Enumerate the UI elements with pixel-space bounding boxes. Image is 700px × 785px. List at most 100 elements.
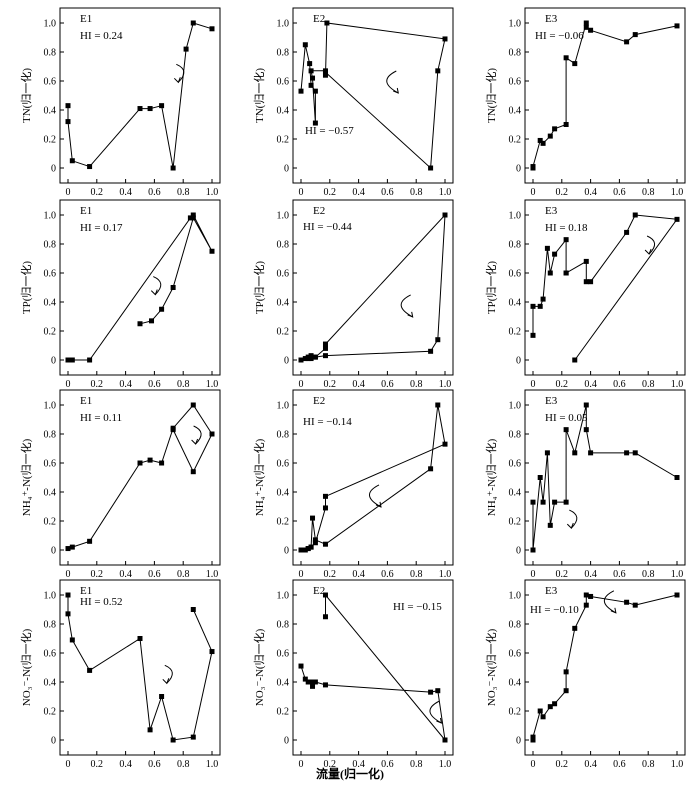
plot-frame: [524, 7, 686, 184]
data-point: [308, 353, 314, 359]
data-point: [428, 165, 434, 171]
data-point: [563, 669, 569, 675]
loop-direction-arrowhead: [375, 501, 382, 508]
x-tick-label: 0.4: [584, 759, 597, 770]
panel-2-1: 0 0.2 0.4 0.6 0.8 1.0 0 0.2 0.4 0.6 0.8 1.0 TP(归一化) E…: [19, 199, 221, 390]
data-point: [563, 55, 569, 61]
y-tick-label: 0.6: [277, 77, 290, 88]
y-axis-label: TP(归一化): [484, 261, 498, 314]
x-tick-label: 0.6: [148, 569, 161, 580]
y-tick-label: 0.8: [44, 240, 57, 251]
x-tick-label: 0: [299, 759, 304, 770]
y-tick-label: 0.6: [44, 77, 57, 88]
figure-x-axis-label: 流量(归一化): [316, 766, 384, 781]
x-tick-label: 0: [531, 569, 536, 580]
data-point: [87, 667, 93, 673]
y-tick-label: 0.4: [277, 298, 290, 309]
series-line: [67, 595, 213, 741]
data-point: [308, 68, 314, 74]
x-tick-label: 0.4: [584, 187, 597, 198]
data-point: [544, 245, 550, 251]
data-point: [442, 212, 448, 218]
data-point: [583, 602, 589, 608]
plot-frame: [292, 389, 454, 566]
x-tick-label: 0.6: [381, 187, 394, 198]
series-line: [532, 22, 678, 168]
data-point: [137, 106, 143, 112]
data-point: [583, 427, 589, 433]
data-point: [308, 679, 314, 685]
data-point: [632, 450, 638, 456]
data-point: [547, 704, 553, 710]
panel-title: E1: [80, 205, 92, 217]
y-tick-label: 0.4: [509, 678, 522, 689]
data-point: [65, 357, 71, 363]
x-tick-label: 0.6: [381, 569, 394, 580]
x-tick-label: 0.4: [352, 759, 365, 770]
data-point: [147, 457, 153, 463]
data-point: [322, 72, 328, 78]
y-tick-label: 0.8: [44, 620, 57, 631]
x-tick-label: 0.4: [119, 759, 132, 770]
x-tick-label: 0.8: [410, 187, 423, 198]
loop-direction-arrow: [400, 294, 413, 318]
data-point: [674, 475, 680, 480]
data-point: [170, 165, 176, 171]
x-tick-label: 0.6: [613, 379, 626, 390]
panel-1-1: 0 0.2 0.4 0.6 0.8 1.0 0 0.2 0.4 0.6 0.8 1.0 TN(归一化) E…: [19, 7, 221, 198]
data-point: [442, 36, 448, 42]
data-point: [65, 119, 71, 125]
data-point: [69, 158, 75, 164]
y-tick-label: 0.6: [509, 269, 522, 280]
plot-frame: [524, 579, 686, 756]
data-point: [302, 676, 308, 682]
panels-layer: 0 0.2 0.4 0.6 0.8 1.0 0 0.2 0.4 0.6 0.8 1.0 TN(归一化) E…: [19, 7, 686, 770]
data-point: [588, 279, 594, 285]
data-point: [308, 82, 314, 88]
data-point: [307, 61, 313, 67]
plot-frame: [59, 7, 221, 184]
y-tick-label: 0: [284, 356, 289, 367]
y-tick-label: 0.8: [509, 620, 522, 631]
x-tick-label: 1.0: [439, 379, 452, 390]
data-point: [537, 137, 543, 143]
data-point: [190, 20, 196, 26]
data-point: [632, 602, 638, 608]
data-point: [572, 357, 578, 363]
y-tick-label: 0.8: [509, 240, 522, 251]
data-point: [209, 26, 215, 32]
plot-frame: [59, 579, 221, 756]
data-point: [428, 466, 434, 472]
data-point: [442, 441, 448, 447]
y-tick-label: 0: [284, 546, 289, 557]
data-point: [530, 499, 536, 505]
data-point: [298, 547, 304, 553]
y-axis-label: TN(归一化): [19, 68, 33, 123]
panel-4-3: 0 0.2 0.4 0.6 0.8 1.0 0 0.2 0.4 0.6 0.8 1.0 NO₃⁻-N(归…: [484, 579, 686, 770]
y-tick-label: 0.6: [277, 269, 290, 280]
loop-direction-arrowhead: [150, 289, 158, 296]
data-point: [322, 682, 328, 688]
data-point: [159, 694, 165, 699]
panel-title: E2: [313, 13, 325, 25]
data-point: [308, 356, 314, 362]
loop-direction-arrow: [569, 509, 578, 529]
data-point: [572, 450, 578, 456]
data-point: [552, 701, 558, 707]
data-point: [209, 649, 215, 655]
data-point: [190, 734, 196, 740]
panel-4-1: 0 0.2 0.4 0.6 0.8 1.0 0 0.2 0.4 0.6 0.8 1.0 NO₃⁻-N(归…: [19, 579, 221, 770]
x-tick-label: 0.8: [410, 759, 423, 770]
data-point: [537, 303, 543, 309]
data-point: [563, 270, 569, 276]
loop-direction-arrow: [603, 590, 617, 614]
loop-direction-arrowhead: [644, 248, 652, 255]
data-point: [540, 499, 546, 505]
x-tick-label: 0.2: [91, 187, 104, 198]
x-tick-label: 0.6: [613, 759, 626, 770]
x-tick-label: 0: [531, 187, 536, 198]
x-tick-label: 0: [299, 569, 304, 580]
x-tick-label: 1.0: [439, 759, 452, 770]
data-point: [547, 270, 553, 276]
